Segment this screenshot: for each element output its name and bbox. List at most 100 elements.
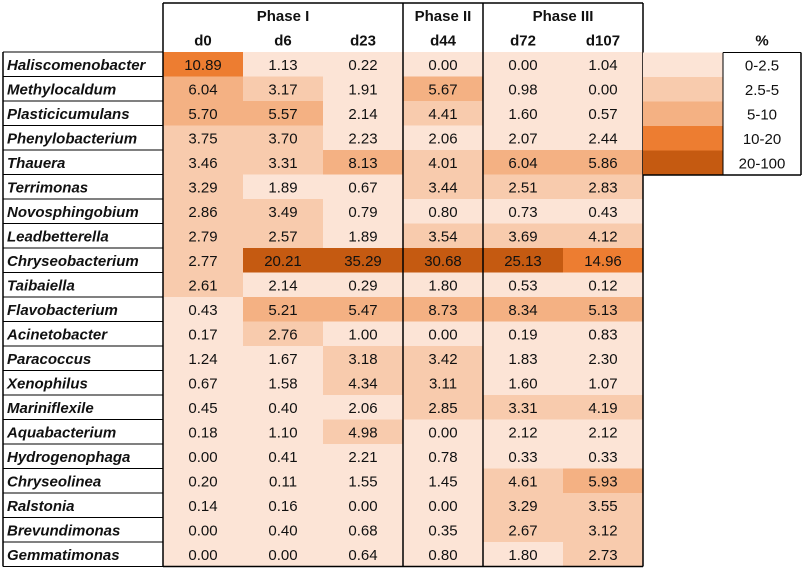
heatmap-cell — [563, 444, 643, 469]
cell-value: 3.55 — [588, 498, 617, 515]
heatmap-cell — [243, 493, 323, 518]
heatmap-cell — [563, 517, 643, 542]
cell-value: 2.21 — [348, 449, 377, 466]
cell-value: 25.13 — [504, 253, 542, 270]
cell-value: 2.07 — [508, 130, 537, 147]
cell-value: 0.00 — [428, 326, 457, 343]
cell-value: 6.04 — [508, 155, 537, 172]
heatmap-cell — [403, 517, 483, 542]
heatmap-cell — [403, 101, 483, 126]
phase-header: Phase II — [415, 8, 472, 25]
cell-value: 1.00 — [348, 326, 377, 343]
cell-value: 1.58 — [268, 375, 297, 392]
cell-value: 0.12 — [588, 277, 617, 294]
cell-value: 1.60 — [508, 106, 537, 123]
cell-value: 1.24 — [188, 351, 217, 368]
heatmap-cell — [483, 199, 563, 224]
cell-value: 0.00 — [348, 498, 377, 515]
row-label: Haliscomenobacter — [7, 57, 147, 74]
cell-value: 1.91 — [348, 81, 377, 98]
heatmap-cell — [483, 223, 563, 248]
legend-label: 2.5-5 — [745, 82, 779, 99]
heatmap-cell — [243, 174, 323, 199]
row-label: Terrimonas — [7, 179, 88, 196]
heatmap-cell — [483, 419, 563, 444]
cell-value: 2.76 — [268, 326, 297, 343]
row-label: Thauera — [7, 155, 65, 172]
cell-value: 14.96 — [584, 253, 622, 270]
row-label: Plasticicumulans — [7, 106, 130, 123]
cell-value: 2.86 — [188, 204, 217, 221]
heatmap-cell — [243, 419, 323, 444]
cell-value: 3.11 — [429, 375, 457, 392]
heatmap-cell — [243, 248, 323, 273]
heatmap-cell — [403, 52, 483, 77]
heatmap-cell — [243, 468, 323, 493]
cell-value: 1.07 — [588, 375, 617, 392]
cell-value: 2.12 — [588, 424, 617, 441]
cell-value: 0.00 — [188, 449, 217, 466]
heatmap-cell — [483, 76, 563, 101]
row-label: Acinetobacter — [6, 326, 108, 343]
cell-value: 1.89 — [348, 228, 377, 245]
heatmap-cell — [243, 223, 323, 248]
cell-value: 0.79 — [348, 204, 377, 221]
heatmap-cell — [563, 419, 643, 444]
cell-value: 0.40 — [268, 522, 297, 539]
cell-value: 30.68 — [424, 253, 462, 270]
cell-value: 4.34 — [348, 375, 377, 392]
cell-value: 1.89 — [268, 179, 297, 196]
row-label: Xenophilus — [6, 375, 88, 392]
heatmap-cell — [323, 101, 403, 126]
row-label: Mariniflexile — [7, 400, 94, 417]
cell-value: 5.86 — [588, 155, 617, 172]
cell-value: 0.17 — [188, 326, 217, 343]
cell-value: 1.55 — [348, 473, 377, 490]
heatmap-cell — [563, 248, 643, 273]
cell-value: 5.57 — [268, 106, 297, 123]
heatmap-cell — [163, 542, 243, 567]
legend-label: 10-20 — [743, 131, 781, 148]
cell-value: 0.00 — [188, 522, 217, 539]
heatmap-cell — [563, 542, 643, 567]
cell-value: 5.93 — [588, 473, 617, 490]
legend-swatch — [643, 150, 723, 175]
heatmap-cell — [323, 395, 403, 420]
heatmap-cell — [483, 297, 563, 322]
heatmap-cell — [323, 272, 403, 297]
heatmap-cell — [323, 76, 403, 101]
heatmap-cell — [483, 248, 563, 273]
heatmap-cell — [483, 370, 563, 395]
cell-value: 3.29 — [508, 498, 537, 515]
cell-value: 2.61 — [188, 277, 217, 294]
heatmap-cell — [163, 125, 243, 150]
heatmap-cell — [243, 76, 323, 101]
heatmap-cell — [163, 272, 243, 297]
heatmap-cell — [563, 223, 643, 248]
legend-swatch — [643, 101, 723, 126]
cell-value: 0.11 — [269, 473, 297, 490]
cell-value: 0.67 — [348, 179, 377, 196]
cell-value: 8.13 — [348, 155, 377, 172]
cell-value: 0.00 — [428, 57, 457, 74]
heatmap-cell — [563, 321, 643, 346]
heatmap-cell — [163, 346, 243, 371]
heatmap-cell — [323, 248, 403, 273]
heatmap-cell — [483, 346, 563, 371]
heatmap-cell — [403, 321, 483, 346]
heatmap-cell — [563, 199, 643, 224]
cell-value: 2.83 — [588, 179, 617, 196]
phase-header: Phase III — [533, 8, 594, 25]
cell-value: 5.47 — [348, 302, 377, 319]
heatmap-cell — [563, 370, 643, 395]
heatmap-cell — [323, 321, 403, 346]
cell-value: 0.83 — [588, 326, 617, 343]
cell-value: 10.89 — [184, 57, 222, 74]
heatmap-cell — [483, 542, 563, 567]
cell-value: 2.30 — [588, 351, 617, 368]
row-label: Ralstonia — [7, 498, 75, 515]
cell-value: 0.43 — [588, 204, 617, 221]
cell-value: 3.44 — [428, 179, 457, 196]
cell-value: 0.14 — [188, 498, 217, 515]
